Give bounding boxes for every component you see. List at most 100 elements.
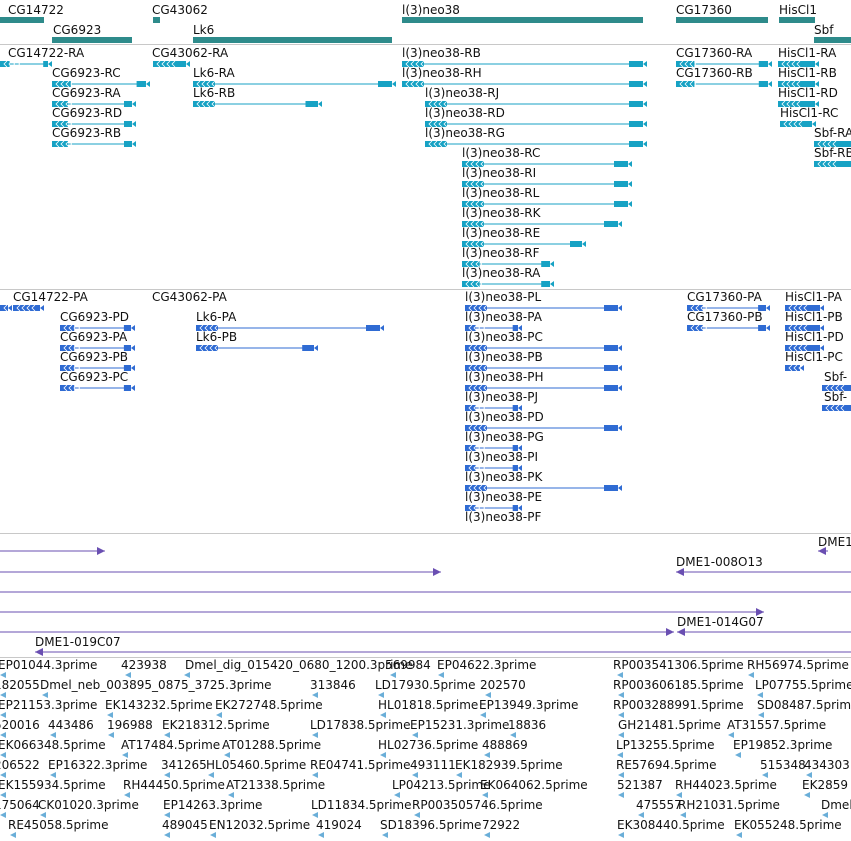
est-label[interactable]: Dmel_neb_003895_0875_3725.3prime	[40, 678, 272, 692]
est-label[interactable]: EP15231.3prime	[410, 718, 510, 732]
est-label[interactable]: EK066348.5prime	[0, 738, 106, 752]
est-label[interactable]: 206522	[0, 758, 40, 772]
gene-span-bar[interactable]	[52, 37, 132, 43]
transcript-label[interactable]: CG6923-RC	[52, 66, 121, 80]
transcript-label[interactable]: l(3)neo38-RJ	[425, 86, 500, 100]
protein-label[interactable]: l(3)neo38-PB	[465, 350, 543, 364]
transcript-label[interactable]: CG6923-RB	[52, 126, 122, 140]
est-label[interactable]: RE04741.5prime	[310, 758, 411, 772]
transcript-label[interactable]: l(3)neo38-RL	[462, 186, 540, 200]
gene-label[interactable]: CG14722	[8, 3, 64, 17]
protein-label[interactable]: HisCl1-PB	[785, 310, 843, 324]
est-label[interactable]: LD17838.5prime	[310, 718, 411, 732]
transcript-label[interactable]: CG6923-RD	[52, 106, 123, 120]
est-label[interactable]: LP13255.5prime	[616, 738, 715, 752]
est-label[interactable]: RH44023.5prime	[675, 778, 777, 792]
est-label[interactable]: 443486	[48, 718, 94, 732]
protein-label[interactable]: HisCl1-PD	[785, 330, 844, 344]
est-label[interactable]: AT17484.5prime	[121, 738, 221, 752]
protein-label[interactable]: CG17360-PB	[687, 310, 763, 324]
protein-label[interactable]: CG6923-PC	[60, 370, 129, 384]
est-label[interactable]: EK218312.5prime	[162, 718, 270, 732]
est-label[interactable]: EP13949.3prime	[479, 698, 579, 712]
est-label[interactable]: EP04622.3prime	[437, 658, 537, 672]
transcript-label[interactable]: HisCl1-RD	[778, 86, 838, 100]
protein-label[interactable]: l(3)neo38-PC	[465, 330, 543, 344]
protein-label[interactable]: HisCl1-PC	[785, 350, 843, 364]
est-label[interactable]: Dmel	[821, 798, 851, 812]
est-label[interactable]: RP003288991.5prime	[613, 698, 744, 712]
transcript-label[interactable]: CG17360-RB	[676, 66, 753, 80]
est-label[interactable]: 521387	[617, 778, 663, 792]
est-label[interactable]: EP14263.3prime	[163, 798, 263, 812]
est-label[interactable]: LD11834.5prime	[311, 798, 412, 812]
est-label[interactable]: 493111	[410, 758, 456, 772]
est-label[interactable]: HL05460.5prime	[206, 758, 307, 772]
est-label[interactable]: RP003541306.5prime	[613, 658, 744, 672]
gene-label[interactable]: CG6923	[53, 23, 102, 37]
gene-span-bar[interactable]	[779, 17, 815, 23]
est-label[interactable]: RE57694.5prime	[616, 758, 717, 772]
est-label[interactable]: AT21338.5prime	[226, 778, 326, 792]
gene-label[interactable]: CG17360	[676, 3, 732, 17]
protein-label[interactable]: HisCl1-PA	[785, 290, 842, 304]
est-label[interactable]: EK055248.5prime	[734, 818, 842, 832]
protein-label[interactable]: CG14722-PA	[13, 290, 88, 304]
gene-label[interactable]: HisCl1	[779, 3, 817, 17]
protein-label[interactable]: Sbf-	[824, 370, 848, 384]
est-label[interactable]: GH21481.5prime	[618, 718, 721, 732]
est-label[interactable]: 18836	[508, 718, 547, 732]
transcript-label[interactable]: l(3)neo38-RD	[425, 106, 505, 120]
est-label[interactable]: RE45058.5prime	[8, 818, 109, 832]
est-label[interactable]: LD17930.5prime	[375, 678, 476, 692]
est-label[interactable]: 488869	[482, 738, 528, 752]
transcript-label[interactable]: CG17360-RA	[676, 46, 753, 60]
protein-label[interactable]: l(3)neo38-PL	[465, 290, 542, 304]
gene-span-bar[interactable]	[676, 17, 768, 23]
est-label[interactable]: 341265	[161, 758, 207, 772]
protein-label[interactable]: CG6923-PD	[60, 310, 130, 324]
est-label[interactable]: LP07755.5prime	[755, 678, 851, 692]
est-label[interactable]: EK272748.5prime	[215, 698, 323, 712]
est-label[interactable]: 434303	[804, 758, 850, 772]
est-label[interactable]: 196988	[107, 718, 153, 732]
est-label[interactable]: EP19852.3prime	[733, 738, 833, 752]
est-label[interactable]: HL01818.5prime	[378, 698, 479, 712]
transcript-label[interactable]: l(3)neo38-RI	[462, 166, 537, 180]
est-label[interactable]: HL02736.5prime	[378, 738, 479, 752]
transcript-label[interactable]: CG6923-RA	[52, 86, 121, 100]
est-label[interactable]: EK182939.5prime	[455, 758, 563, 772]
est-label[interactable]: RP003606185.5prime	[613, 678, 744, 692]
protein-label[interactable]: l(3)neo38-PH	[465, 370, 544, 384]
est-label[interactable]: EP21153.3prime	[0, 698, 98, 712]
gene-label[interactable]: CG43062	[152, 3, 208, 17]
est-label[interactable]: 520016	[0, 718, 40, 732]
transcript-label[interactable]: Lk6-RB	[193, 86, 236, 100]
gene-label[interactable]: Sbf	[814, 23, 834, 37]
est-label[interactable]: 475557	[636, 798, 682, 812]
gene-label[interactable]: l(3)neo38	[402, 3, 460, 17]
transcript-label[interactable]: HisCl1-RB	[778, 66, 837, 80]
gene-span-bar[interactable]	[193, 37, 392, 43]
transcript-label[interactable]: l(3)neo38-RE	[462, 226, 541, 240]
transcript-label[interactable]: Lk6-RA	[193, 66, 235, 80]
protein-label[interactable]: l(3)neo38-PE	[465, 490, 543, 504]
protein-label[interactable]: l(3)neo38-PD	[465, 410, 544, 424]
gene-span-bar[interactable]	[814, 37, 851, 43]
protein-label[interactable]: l(3)neo38-PG	[465, 430, 544, 444]
protein-label[interactable]: Lk6-PB	[196, 330, 238, 344]
est-label[interactable]: RP003505746.5prime	[412, 798, 543, 812]
est-label[interactable]: RH56974.5prime	[747, 658, 849, 672]
transcript-label[interactable]: CG43062-RA	[152, 46, 229, 60]
transcript-label[interactable]: Sbf-RB	[814, 146, 851, 160]
est-label[interactable]: CK01020.3prime	[38, 798, 139, 812]
protein-label[interactable]: Sbf-	[824, 390, 848, 404]
est-label[interactable]: RH44450.5prime	[123, 778, 225, 792]
est-label[interactable]: AT31557.5prime	[727, 718, 827, 732]
transcript-label[interactable]: l(3)neo38-RF	[462, 246, 540, 260]
est-label[interactable]: 202570	[480, 678, 526, 692]
est-label[interactable]: 569984	[385, 658, 431, 672]
transcript-label[interactable]: l(3)neo38-RB	[402, 46, 481, 60]
clone-label[interactable]: DME1-019C07	[35, 635, 121, 649]
transcript-label[interactable]: l(3)neo38-RC	[462, 146, 541, 160]
